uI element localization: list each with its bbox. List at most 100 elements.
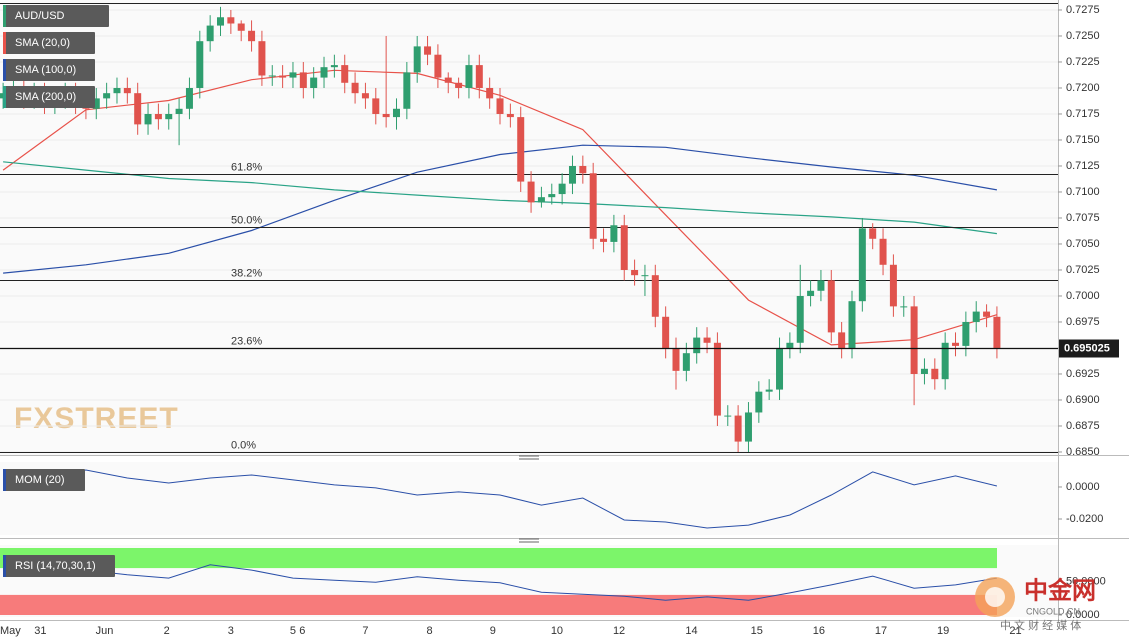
logo-site: CNGOLD.CN	[1026, 606, 1080, 616]
candle-body	[589, 173, 597, 239]
indicator-label: AUD/USD	[3, 5, 109, 27]
candle-body	[734, 415, 742, 442]
y-tick-label: 0.6900	[1066, 394, 1100, 406]
candle-body	[537, 197, 545, 203]
indicator-label: RSI (14,70,30,1)	[3, 555, 115, 577]
zone	[0, 548, 997, 569]
candle-body	[496, 98, 504, 114]
label-swatch	[3, 469, 6, 491]
label-swatch	[3, 32, 6, 54]
candle-body	[103, 93, 111, 99]
candle-body	[838, 332, 846, 348]
y-tick-label: 0.7275	[1066, 4, 1100, 16]
y-tick-label: 0.7000	[1066, 290, 1100, 302]
y-tick-label: 0.0000	[1066, 481, 1100, 493]
x-tick-label: 10	[551, 625, 563, 637]
splitter-handle[interactable]	[519, 538, 539, 543]
y-tick-label: 0.7025	[1066, 264, 1100, 276]
x-tick-label: May	[0, 625, 21, 637]
logo-watermark: 中金网 CNGOLD.CN 中 文 财 经 媒 体	[975, 576, 1096, 632]
candle-body	[827, 280, 835, 333]
candle-body	[154, 113, 162, 120]
candle-body	[372, 98, 380, 114]
candle-body	[776, 347, 784, 390]
candle-body	[641, 275, 649, 277]
candle-body	[672, 347, 680, 371]
y-tick-label: 0.0000	[1066, 609, 1100, 621]
last-price-box	[1059, 339, 1119, 358]
candle-body	[682, 353, 690, 371]
candle-body	[341, 65, 349, 83]
label-text: SMA (100,0)	[15, 64, 76, 76]
y-tick-label: 0.7075	[1066, 212, 1100, 224]
logo-tagline: 中 文 财 经 媒 体	[1000, 618, 1081, 632]
fib-label: 0.0%	[231, 439, 256, 451]
label-swatch	[3, 59, 6, 81]
candle-body	[869, 228, 877, 239]
brand-watermark: FXSTREET	[14, 402, 179, 435]
x-tick-label: 9	[490, 625, 496, 637]
candle-body	[786, 342, 794, 348]
x-tick-label: 3	[228, 625, 234, 637]
x-tick-label: 21	[1009, 625, 1021, 637]
candle-body	[755, 391, 763, 413]
indicator-line	[3, 564, 997, 601]
x-tick-label: 16	[813, 625, 825, 637]
candle-body	[175, 108, 183, 114]
x-tick-label: 8	[427, 625, 433, 637]
candle-body	[351, 82, 359, 94]
y-tick-label: 0.6975	[1066, 316, 1100, 328]
candle-body	[258, 41, 266, 76]
y-tick-label: 0.7225	[1066, 56, 1100, 68]
candle-body	[444, 77, 452, 83]
fib-label: 100.0%	[231, 0, 269, 2]
candle-body	[931, 368, 939, 380]
candle-body	[196, 41, 204, 88]
x-tick-label: Jun	[96, 625, 114, 637]
candle-body	[434, 54, 442, 78]
candle-body	[165, 113, 173, 120]
sma-line	[3, 161, 997, 235]
candle-body	[486, 87, 494, 99]
y-tick-label: 0.7175	[1066, 108, 1100, 120]
candle-body	[506, 113, 514, 118]
candle-body	[558, 183, 566, 195]
candle-body	[123, 87, 131, 94]
fib-label: 50.0%	[231, 214, 262, 226]
candle-body	[993, 316, 1001, 348]
y-tick-label: 50.0000	[1066, 575, 1106, 587]
candle-body	[744, 412, 752, 442]
candle-body	[330, 65, 338, 68]
label-swatch	[3, 555, 6, 577]
candle-body	[237, 23, 245, 31]
candle-body	[299, 72, 307, 88]
indicator-label: SMA (200,0)	[3, 86, 95, 108]
candle-body	[403, 72, 411, 109]
candle-body	[848, 301, 856, 348]
candle-body	[858, 228, 866, 302]
indicator-label: MOM (20)	[3, 469, 85, 491]
candle-body	[724, 415, 732, 417]
candle-body	[268, 75, 276, 77]
label-swatch	[3, 5, 6, 27]
label-box	[3, 32, 95, 54]
candle-body	[796, 295, 804, 343]
last-price-label: 0.695025	[1064, 342, 1110, 354]
candle-body	[962, 321, 970, 346]
candle-body	[113, 87, 121, 94]
candle-body	[568, 165, 576, 184]
sma-line	[3, 144, 998, 274]
splitter-handle[interactable]	[519, 455, 539, 460]
label-box	[3, 86, 95, 108]
candle-body	[983, 311, 991, 317]
candle-body	[807, 290, 815, 296]
fib-label: 61.8%	[231, 161, 262, 173]
candle-body	[527, 181, 535, 203]
y-tick-label: 0.6875	[1066, 420, 1100, 432]
y-tick-label: 0.7150	[1066, 134, 1100, 146]
candle-body	[424, 46, 432, 55]
candle-body	[651, 275, 659, 317]
label-box	[3, 5, 109, 27]
candle-body	[413, 46, 421, 73]
